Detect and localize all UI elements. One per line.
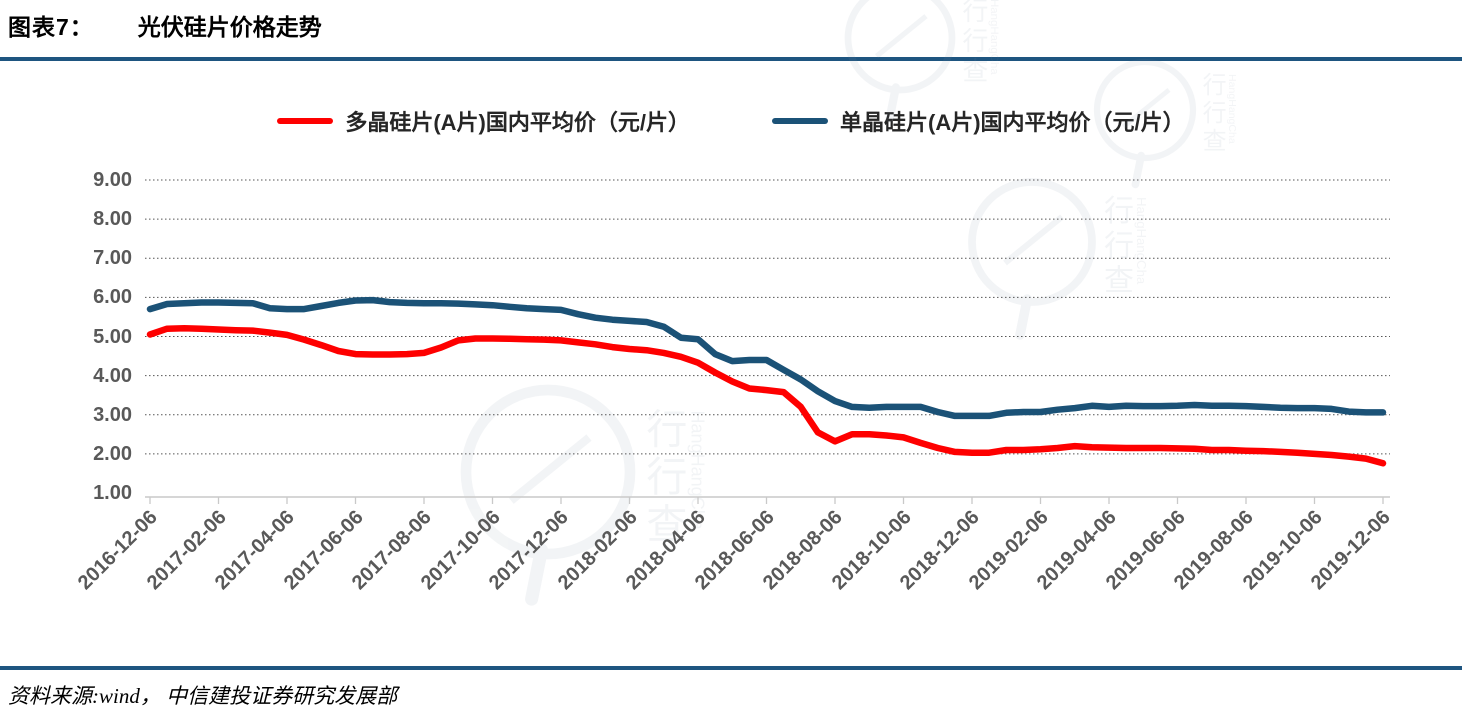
- watermark-char: 查: [962, 56, 988, 86]
- y-tick-label: 9.00: [93, 169, 132, 191]
- watermark-subtext: HangHangCha: [1134, 197, 1149, 285]
- watermark-char: 行: [1203, 72, 1227, 99]
- watermark-char: 行: [962, 26, 988, 56]
- watermark-subtext: HangHangCha: [688, 411, 708, 531]
- poly-line-swatch: [277, 118, 334, 124]
- watermark-subtext: HangHangCha: [988, 0, 1000, 75]
- hanghangcha-watermark-icon: 行行查 HangHangCha: [460, 384, 708, 606]
- footer-rule: [0, 666, 1462, 670]
- legend-label-poly: 多晶硅片(A片)国内平均价（元/片）: [345, 110, 690, 135]
- poly-price-line: [146, 325, 1387, 467]
- watermark-char: 行: [646, 406, 687, 452]
- watermark-char: 行: [646, 454, 687, 500]
- y-tick-label: 5.00: [93, 325, 132, 348]
- watermark-char: 行: [1104, 195, 1134, 228]
- watermark-char: 查: [1104, 265, 1134, 298]
- watermark-char: 行: [962, 0, 988, 26]
- mono-line-swatch: [772, 118, 828, 124]
- mono-price-line: [146, 296, 1387, 420]
- watermark-char: 查: [646, 501, 687, 547]
- header-rule: [0, 57, 1462, 61]
- y-tick-label: 4.00: [93, 364, 132, 387]
- hanghangcha-watermark-icon: 行行查 HangHangCha: [844, 0, 1000, 123]
- y-tick-label: 3.00: [93, 403, 132, 426]
- chart-legend: 多晶硅片(A片)国内平均价（元/片） 单晶硅片(A片)国内平均价（元/片）: [0, 100, 1462, 142]
- page-title: 光伏硅片价格走势: [137, 14, 322, 40]
- y-tick-label: 8.00: [93, 208, 132, 231]
- figure-label: 图表7：: [8, 14, 94, 40]
- watermark-char: 查: [1203, 128, 1227, 155]
- watermark-subtext: HangHangCha: [1226, 74, 1238, 144]
- source-note: 资料来源:wind， 中信建投证券研究发展部: [8, 684, 398, 708]
- watermark-char: 行: [1203, 100, 1227, 127]
- legend-item-mono: 单晶硅片(A片)国内平均价（元/片）: [772, 105, 1185, 137]
- figure-title-row: 图表7： 光伏硅片价格走势: [8, 8, 322, 42]
- y-tick-label: 7.00: [93, 247, 132, 270]
- y-tick-label: 2.00: [93, 442, 132, 465]
- legend-item-poly: 多晶硅片(A片)国内平均价（元/片）: [277, 105, 690, 137]
- y-tick-label: 6.00: [93, 286, 132, 309]
- hanghangcha-watermark-icon: 行行查 HangHangCha: [1093, 58, 1238, 189]
- legend-label-mono: 单晶硅片(A片)国内平均价（元/片）: [840, 110, 1185, 135]
- y-tick-label: 1.00: [93, 482, 132, 504]
- watermark-char: 行: [1104, 230, 1134, 263]
